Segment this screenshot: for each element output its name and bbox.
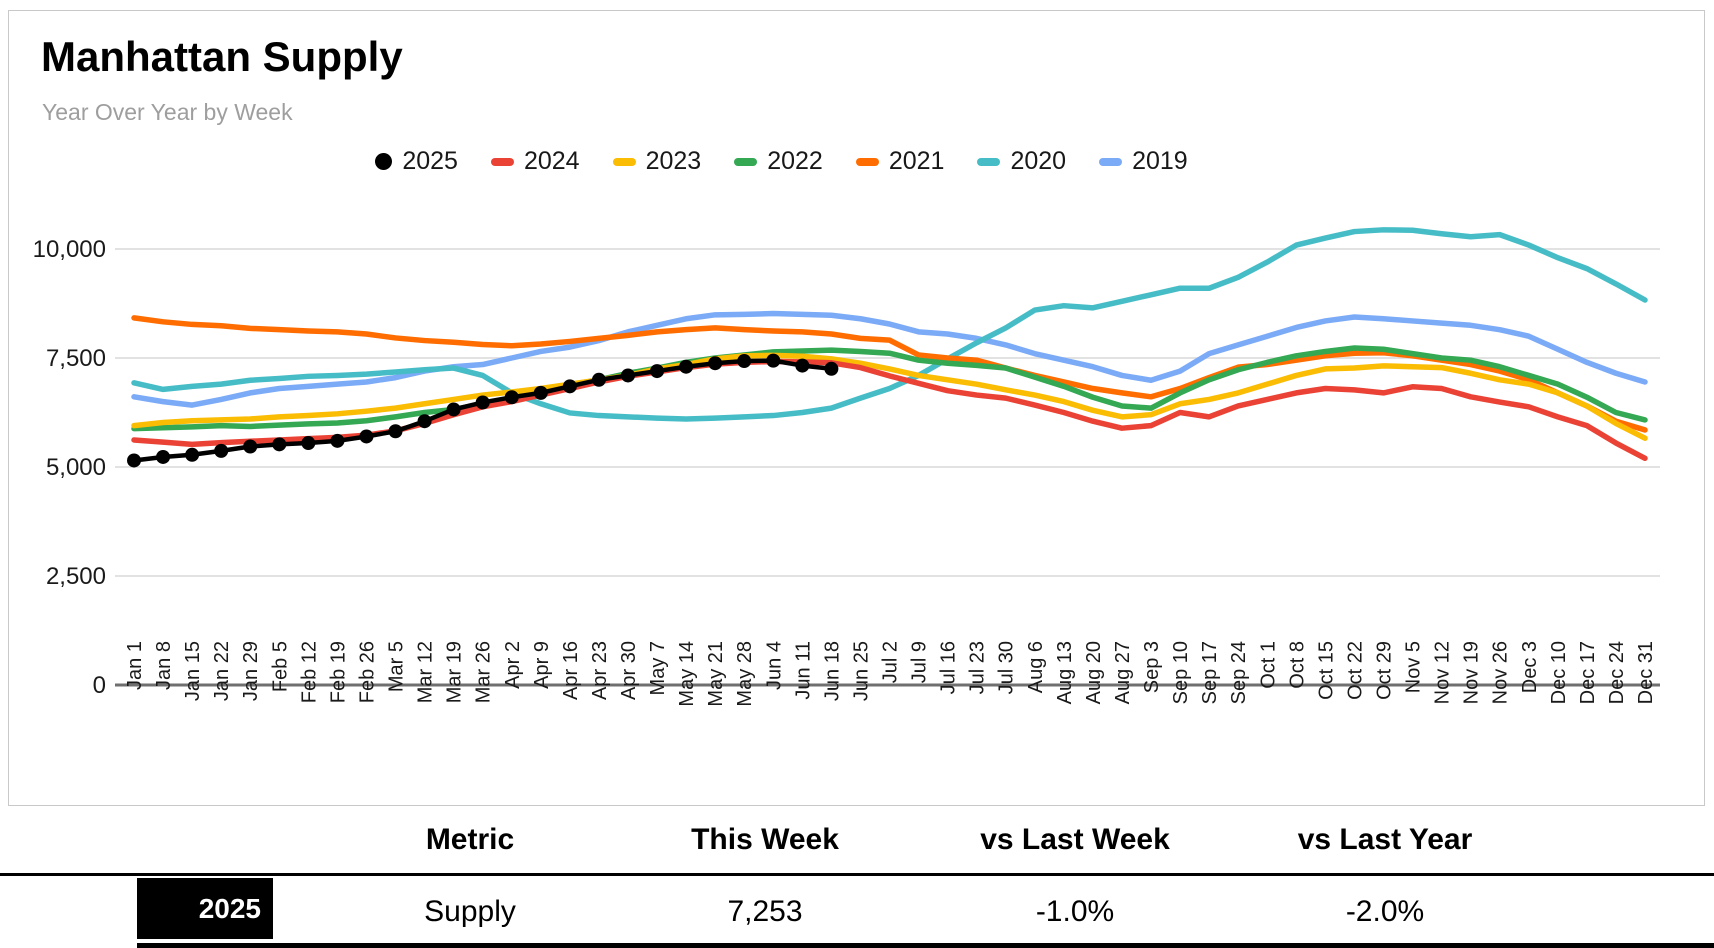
legend-dash-marker	[1099, 157, 1123, 166]
legend-item-2023: 2023	[612, 147, 702, 176]
legend-dash-marker	[612, 157, 636, 166]
vs-last-year-value: -2.0%	[1345, 895, 1425, 928]
legend-label: 2020	[1010, 147, 1067, 175]
table-row: 2025 Supply 7,253 -1.0% -2.0%	[0, 876, 1714, 948]
legend-item-2024: 2024	[490, 147, 580, 176]
col-header-this-week: This Week	[691, 822, 839, 856]
this-week-value: 7,253	[727, 895, 803, 928]
legend-item-2019: 2019	[1099, 147, 1188, 176]
legend-label: 2019	[1132, 147, 1188, 175]
legend-circle-marker	[375, 153, 393, 170]
legend-item-2025: 2025	[375, 147, 458, 176]
col-header-metric: Metric	[425, 822, 515, 856]
metric-value: Supply	[424, 895, 516, 928]
legend-dash-marker	[977, 157, 1001, 166]
legend-dash-marker	[855, 157, 879, 166]
col-header-vs-last-year: vs Last Year	[1297, 822, 1473, 856]
legend-dash-marker	[490, 157, 514, 166]
col-header-vs-last-week: vs Last Week	[980, 822, 1170, 856]
chart-legend: 2025 2024 2023 2022 2021 2020 2019	[0, 147, 1629, 176]
legend-label: 2023	[645, 147, 702, 175]
year-badge-cell: 2025	[0, 876, 330, 948]
chart-card: Manhattan Supply Year Over Year by Week …	[8, 10, 1705, 806]
legend-label: 2025	[402, 147, 458, 175]
legend-item-2020: 2020	[977, 147, 1066, 176]
vs-last-week-value: -1.0%	[1035, 895, 1115, 928]
legend-label: 2022	[767, 147, 823, 175]
legend-item-2022: 2022	[734, 147, 823, 176]
chart-title: Manhattan Supply	[41, 33, 403, 80]
next-row-top-edge	[137, 943, 1714, 948]
summary-table: Metric This Week vs Last Week vs Last Ye…	[0, 806, 1714, 948]
chart-subtitle: Year Over Year by Week	[42, 99, 293, 125]
legend-label: 2021	[888, 147, 945, 175]
legend-dash-marker	[734, 157, 758, 166]
legend-item-2021: 2021	[855, 147, 945, 176]
legend-label: 2024	[523, 147, 580, 175]
table-header-row: Metric This Week vs Last Week vs Last Ye…	[0, 806, 1714, 876]
year-badge: 2025	[137, 878, 273, 939]
